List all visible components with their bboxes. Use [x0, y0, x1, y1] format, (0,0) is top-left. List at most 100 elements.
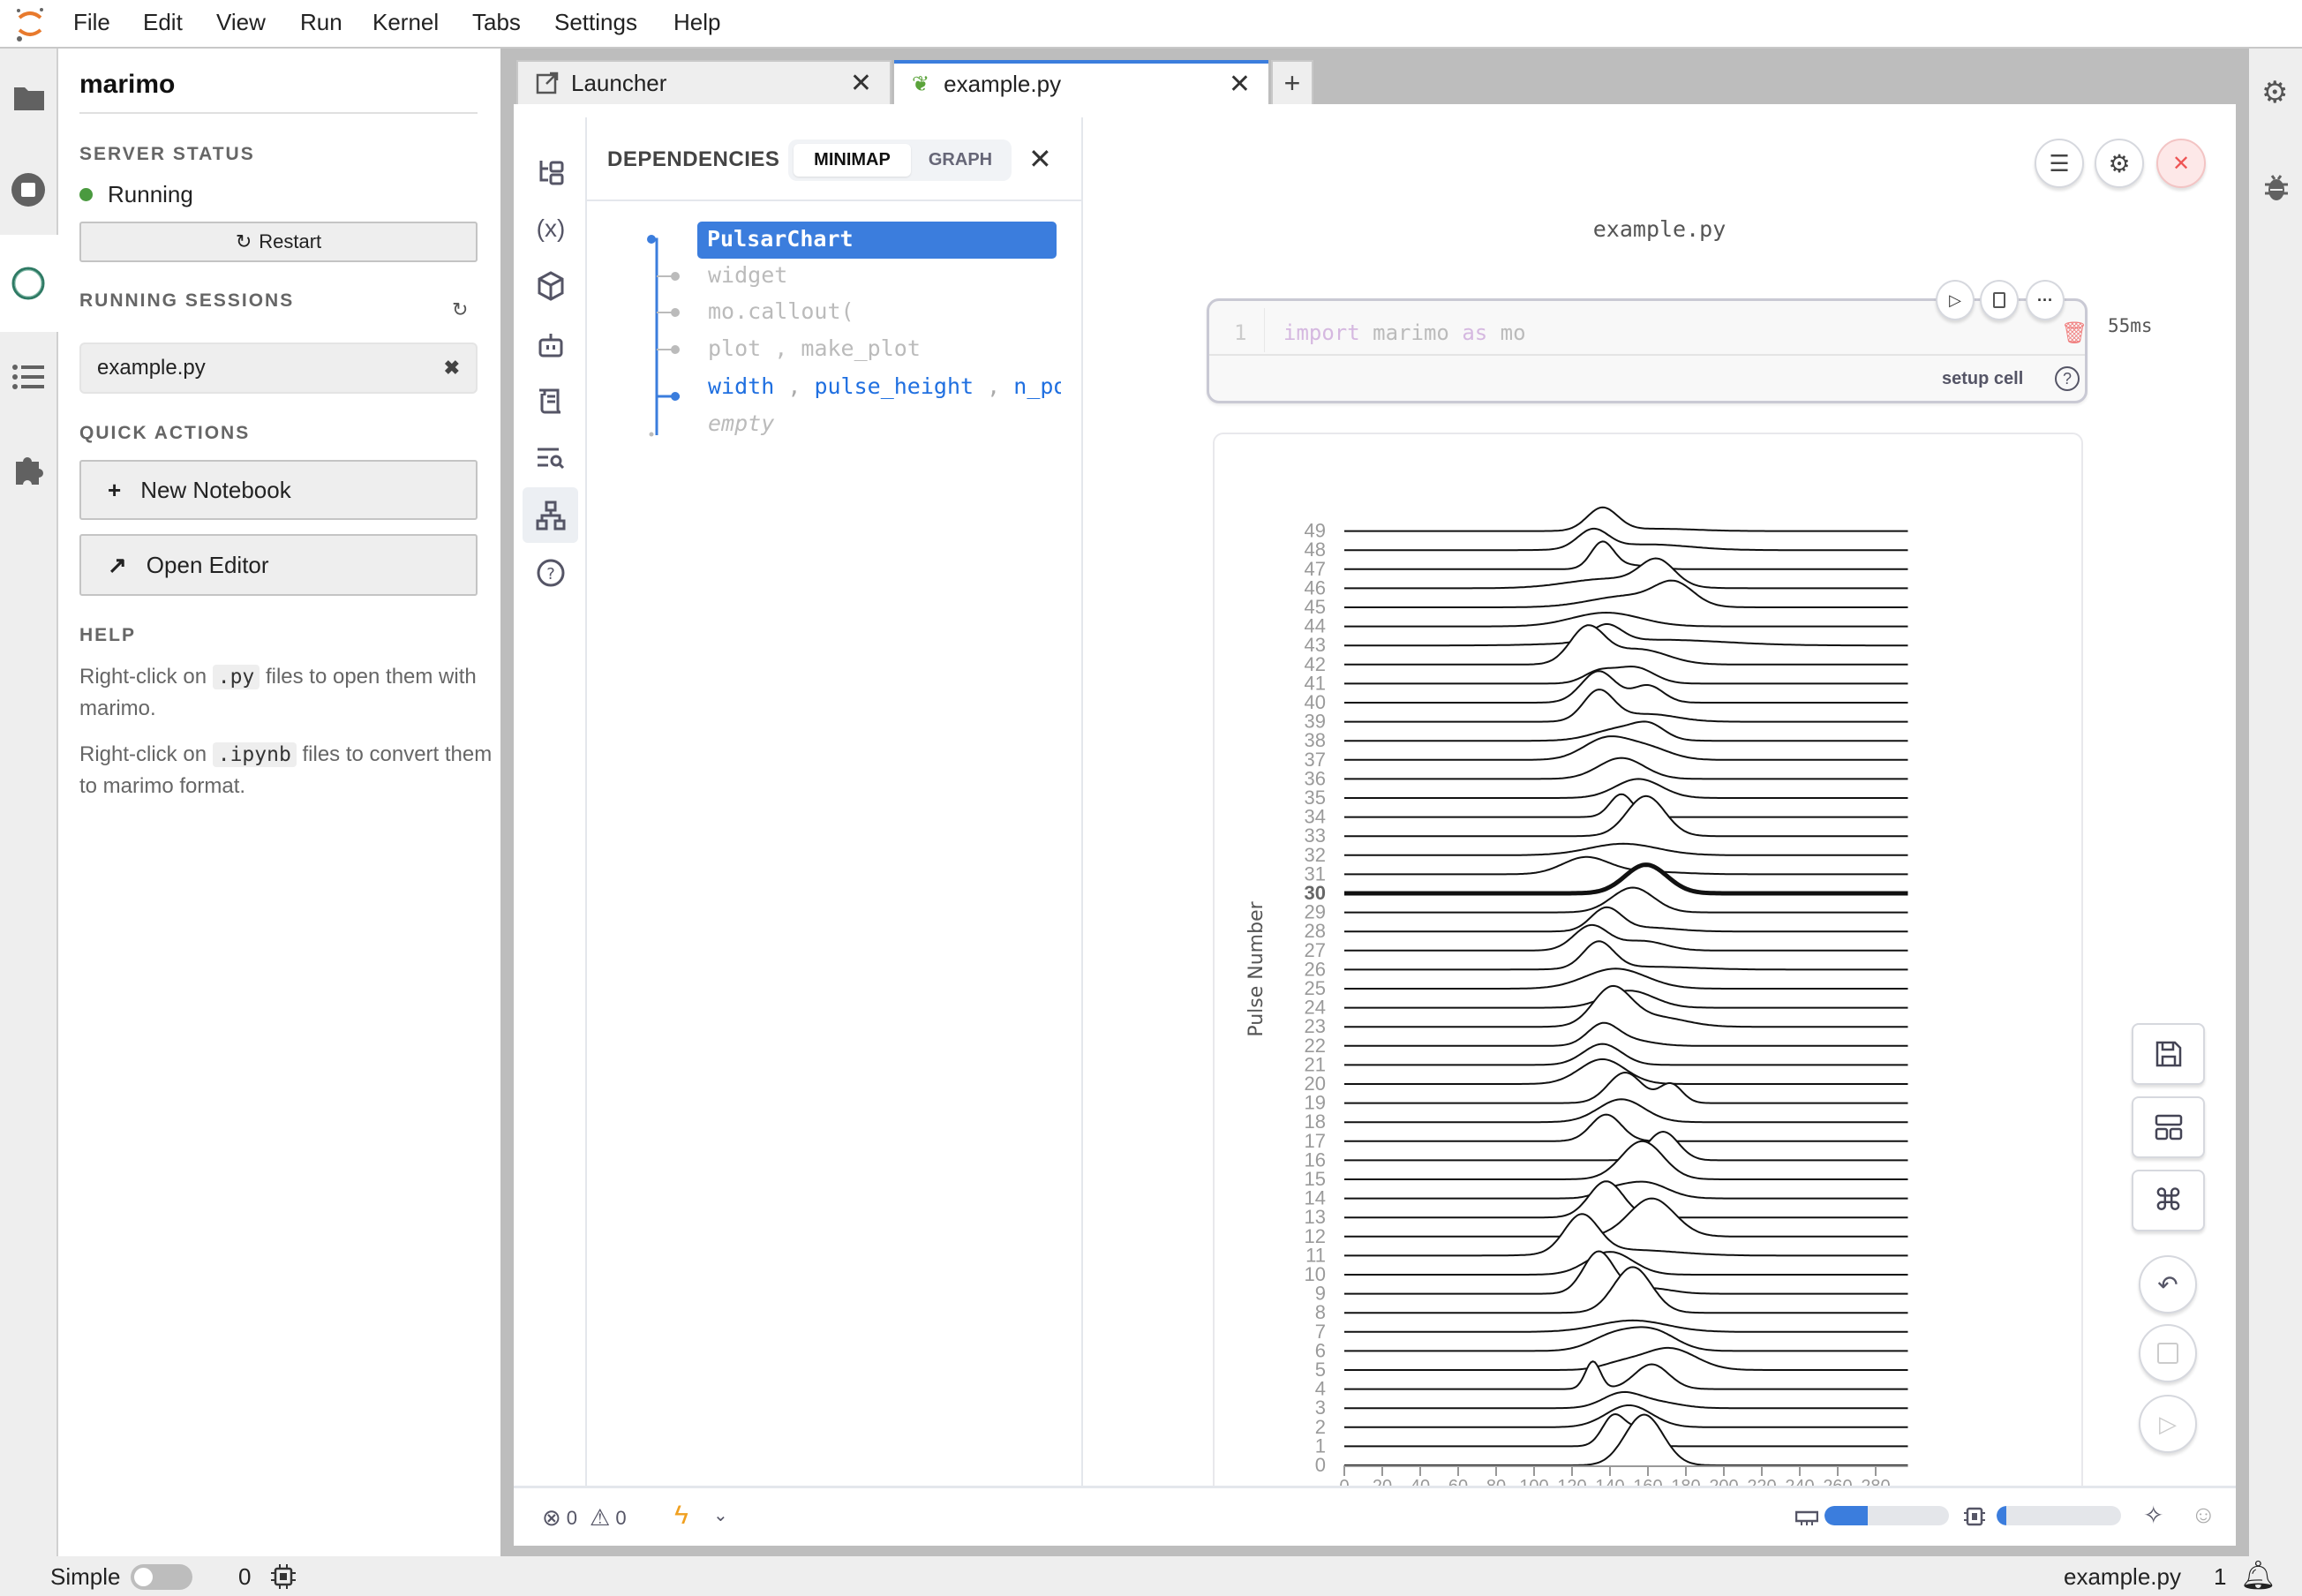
graph-tab[interactable]: GRAPH [928, 150, 993, 169]
close-panel-icon[interactable]: ✕ [1028, 143, 1052, 175]
pulse-line [1344, 1412, 1908, 1448]
y-tick-label: 19 [1305, 1092, 1326, 1114]
refresh-sessions-icon[interactable]: ↻ [452, 298, 469, 320]
marimo-icon[interactable] [10, 265, 47, 302]
debugger-bug-icon[interactable] [2263, 172, 2290, 202]
minimap-tab[interactable]: MINIMAP [794, 144, 911, 177]
help-text-ipynb: Right-click on .ipynb files to convert t… [79, 739, 494, 802]
pulse-line [1344, 1404, 1908, 1428]
documentation-scroll-icon[interactable] [532, 382, 569, 419]
pulse-fill [1344, 864, 1908, 895]
tree-node-plot[interactable]: plot , make_plot [708, 335, 921, 361]
property-inspector-gears-icon[interactable]: ⚙ [2261, 76, 2289, 109]
menu-view[interactable]: View [216, 9, 266, 35]
ai-bot-icon[interactable] [532, 327, 569, 364]
delete-cell-icon[interactable]: 🗑 [2061, 321, 2088, 345]
session-name: example.py [97, 356, 206, 380]
pulse-fill [1344, 1405, 1908, 1429]
running-stop-icon[interactable] [11, 172, 46, 207]
menu-settings[interactable]: Settings [554, 9, 637, 35]
pulse-line [1344, 1197, 1908, 1238]
chevron-down-icon[interactable]: ⌄ [713, 1506, 728, 1525]
menu-kernel[interactable]: Kernel [372, 9, 440, 35]
cell-more-button[interactable]: ··· [2026, 280, 2065, 320]
shutdown-button[interactable]: ✕ [2156, 139, 2206, 188]
tab-example-py[interactable]: ❦ example.py ✕ [894, 60, 1268, 104]
menu-run[interactable]: Run [300, 9, 342, 35]
dependencies-graph-icon[interactable] [523, 487, 578, 543]
y-tick-label: 10 [1305, 1263, 1326, 1285]
x-tick-label: 100 [1519, 1477, 1548, 1486]
run-cell-button[interactable]: ▷ [1936, 280, 1975, 320]
close-tab-icon[interactable]: ✕ [849, 68, 872, 98]
y-tick-label: 36 [1305, 767, 1326, 789]
pulse-fill [1344, 613, 1908, 629]
variables-icon[interactable]: (x) [536, 215, 566, 242]
settings-button[interactable]: ⚙ [2095, 139, 2144, 188]
restart-label: Restart [259, 230, 322, 252]
extensions-puzzle-icon[interactable] [12, 453, 46, 486]
arrow-up-right-icon: ↗ [108, 551, 127, 578]
menu-edit[interactable]: Edit [143, 9, 183, 35]
menu-bar: File Edit View Run Kernel Tabs Settings … [0, 0, 2302, 49]
pulse-line [1344, 886, 1908, 914]
notification-bell-icon[interactable]: 🔔︎ [2240, 1559, 2276, 1591]
tree-node-pulsarchart[interactable]: PulsarChart [697, 222, 1057, 259]
menu-file[interactable]: File [73, 9, 110, 35]
simple-mode-toggle[interactable] [131, 1564, 192, 1590]
pulse-line [1344, 855, 1908, 876]
help-circle-icon[interactable]: ? [532, 554, 569, 591]
open-editor-button[interactable]: ↗ Open Editor [79, 534, 478, 596]
x-tick-label: 20 [1373, 1477, 1392, 1486]
pulse-fill [1344, 736, 1908, 762]
menu-button[interactable]: ☰ [2035, 139, 2084, 188]
ai-sparkle-icon[interactable]: ✧ [2143, 1502, 2164, 1529]
tree-node-widget[interactable]: widget [708, 262, 788, 288]
pulse-fill [1344, 1252, 1908, 1276]
tree-node-width[interactable]: width , pulse_height , n_poi [708, 373, 1061, 399]
outline-search-icon[interactable] [532, 440, 569, 477]
y-tick-label: 47 [1305, 558, 1326, 580]
setup-cell[interactable]: 1 import marimo as mo 🗑 setup cell ? [1207, 298, 2088, 403]
menu-tabs[interactable]: Tabs [472, 9, 521, 35]
interrupt-button[interactable] [2139, 1324, 2197, 1382]
y-tick-label: 25 [1305, 977, 1326, 999]
kernel-cpu-icon[interactable] [270, 1563, 297, 1590]
code-keyword: import [1283, 320, 1360, 345]
save-button[interactable] [2132, 1023, 2205, 1085]
run-all-button[interactable]: ▷ [2139, 1395, 2197, 1453]
activity-bar [0, 49, 58, 1556]
new-notebook-button[interactable]: + New Notebook [79, 460, 478, 520]
lightning-icon[interactable]: ϟ [674, 1501, 688, 1530]
close-session-icon[interactable]: ✖ [443, 357, 460, 379]
pulse-fill [1344, 1327, 1908, 1353]
menu-help[interactable]: Help [673, 9, 721, 35]
file-tree-icon[interactable] [532, 154, 569, 191]
tab-launcher[interactable]: Launcher ✕ [516, 60, 891, 104]
stop-cell-button[interactable] [1980, 280, 2019, 320]
y-tick-label: 17 [1305, 1130, 1326, 1152]
undo-button[interactable]: ↶ [2139, 1255, 2197, 1314]
restart-button[interactable]: ↻ Restart [79, 222, 478, 262]
copilot-icon[interactable]: ☺ [2191, 1501, 2216, 1528]
command-palette-button[interactable]: ⌘ [2132, 1170, 2205, 1231]
session-item[interactable]: example.py ✖ [79, 343, 478, 394]
packages-cube-icon[interactable] [532, 267, 569, 305]
y-tick-label: 45 [1305, 596, 1326, 618]
table-of-contents-icon[interactable] [12, 364, 46, 390]
y-tick-label: 4 [1315, 1378, 1326, 1400]
layout-button[interactable] [2132, 1096, 2205, 1158]
diagnostics[interactable]: ⊗ 0 ⚠ 0 [542, 1504, 627, 1532]
code-editor[interactable]: import marimo as mo [1283, 320, 1526, 345]
pulse-line [1344, 862, 1908, 896]
setup-cell-help-icon[interactable]: ? [2055, 366, 2080, 391]
close-tab-icon[interactable]: ✕ [1228, 69, 1251, 99]
new-tab-button[interactable]: + [1271, 60, 1313, 104]
y-tick-label: 0 [1315, 1454, 1326, 1476]
current-file[interactable]: example.py [2064, 1563, 2181, 1590]
pulse-fill [1344, 1320, 1908, 1334]
folder-icon[interactable] [12, 82, 46, 112]
x-tick-label: 140 [1595, 1477, 1624, 1486]
undo-icon: ↶ [2157, 1270, 2178, 1299]
tree-node-callout[interactable]: mo.callout( [708, 298, 854, 324]
